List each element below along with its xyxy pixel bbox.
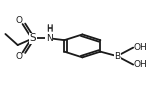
Text: B: B <box>114 52 120 61</box>
Text: H: H <box>46 25 53 34</box>
Text: N: N <box>46 33 53 42</box>
Text: OH: OH <box>134 60 148 69</box>
Text: S: S <box>30 33 36 43</box>
Text: OH: OH <box>134 43 148 52</box>
Text: O: O <box>16 52 23 61</box>
Text: N: N <box>46 34 53 43</box>
Text: H: H <box>46 24 53 33</box>
Text: O: O <box>16 16 23 25</box>
